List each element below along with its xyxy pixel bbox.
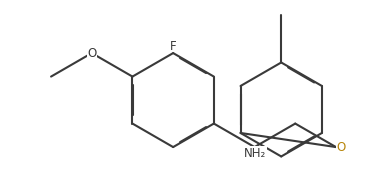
Text: O: O xyxy=(87,47,96,60)
Text: O: O xyxy=(336,141,345,154)
Text: F: F xyxy=(170,40,176,52)
Text: NH₂: NH₂ xyxy=(243,147,265,160)
